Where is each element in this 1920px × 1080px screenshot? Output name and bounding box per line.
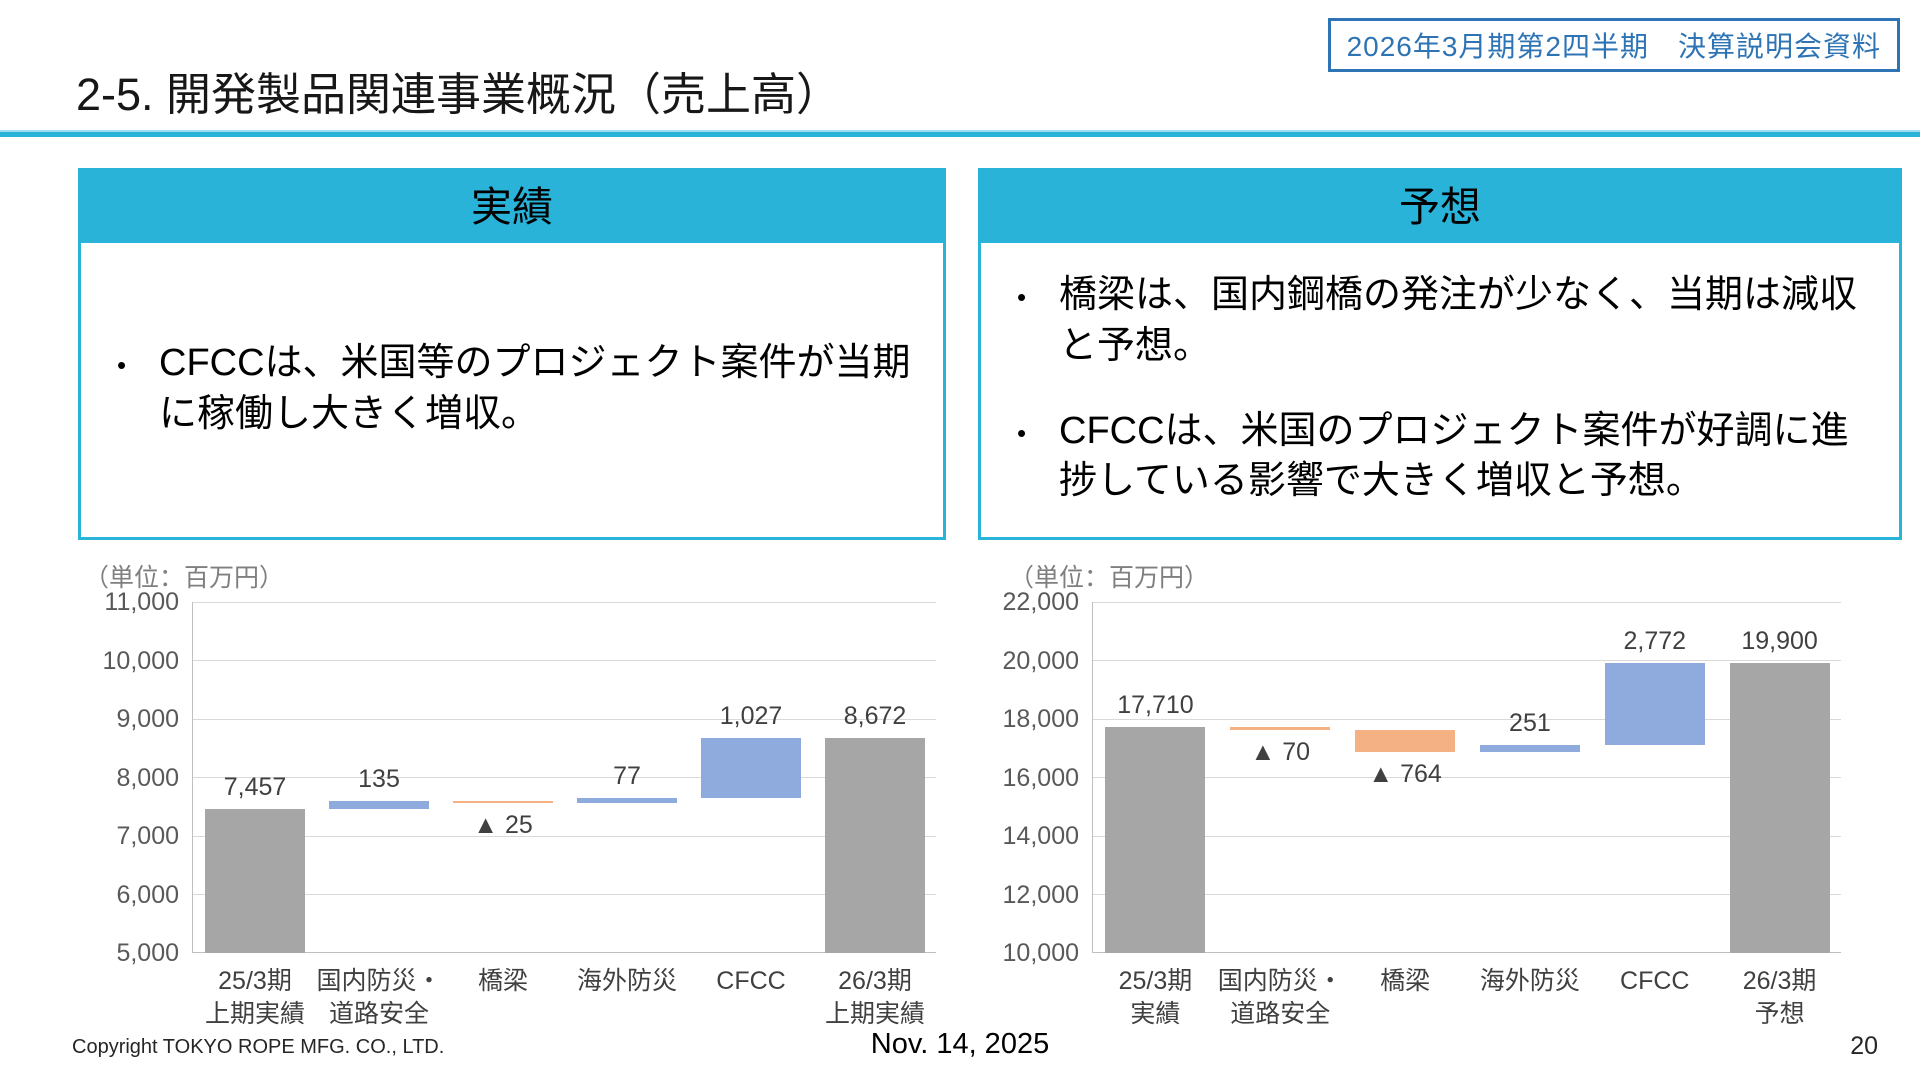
- bar-value-label: 2,772: [1623, 627, 1687, 656]
- bullet-text: 橋梁は、国内鋼橋の発注が少なく、当期は減収と予想。: [1059, 273, 1858, 367]
- ytick-label: 16,000: [1002, 763, 1079, 792]
- title-underline: [0, 130, 1920, 137]
- ytick-label: 14,000: [1002, 822, 1079, 850]
- forecast-chart-unit-label: （単位：百万円）: [1009, 564, 1210, 592]
- bullet-dot: •: [1017, 417, 1027, 448]
- forecast-box: 予想 • 橋梁は、国内鋼橋の発注が少なく、当期は減収と予想。 • CFCCは、米国のプ…: [978, 168, 1902, 540]
- footer-page-number: 20: [1850, 1032, 1878, 1060]
- ytick-label: 9,000: [116, 705, 179, 733]
- waterfall-bar: [1355, 729, 1455, 752]
- results-box-body: • CFCCは、米国等のプロジェクト案件が当期に稼働し大きく増収。: [81, 246, 943, 537]
- bullet-text: CFCCは、米国等のプロジェクト案件が当期に稼働し大きく増収。: [159, 341, 911, 435]
- gridline: [1093, 894, 1841, 895]
- bar-value-label: 251: [1509, 708, 1551, 737]
- footer-date: Nov. 14, 2025: [870, 1028, 1050, 1060]
- category-label: 国内防災・ 道路安全: [1217, 967, 1343, 1028]
- ytick-label: 18,000: [1002, 705, 1079, 733]
- category-label: 海外防災: [576, 967, 677, 995]
- category-label: 26/3期 予想: [1742, 967, 1817, 1028]
- forecast-chart-plot: 10,000 12,000 14,000 16,000 18,000 20,000 22,0…: [1003, 588, 1841, 1028]
- waterfall-bar: [329, 801, 429, 810]
- waterfall-bar: [825, 738, 925, 953]
- category-label: 国内防災・ 道路安全: [316, 967, 442, 1028]
- category-label: 26/3期 上期実績: [824, 967, 925, 1028]
- bullet-item: • CFCCは、米国のプロジェクト案件が好調に進捗している影響で大きく増収と予想。: [1017, 406, 1871, 508]
- bullet-item: • CFCCは、米国等のプロジェクト案件が当期に稼働し大きく増収。: [117, 338, 915, 440]
- bullet-dot: •: [1017, 281, 1027, 312]
- ytick-label: 11,000: [104, 588, 179, 616]
- gridline: [193, 718, 936, 720]
- results-box: 実績 • CFCCは、米国等のプロジェクト案件が当期に稼働し大きく増収。: [78, 168, 946, 540]
- gridline: [1093, 718, 1841, 720]
- category-label: 橋梁: [477, 967, 528, 995]
- results-chart-plot: 5,000 6,000 7,000 8,000 9,000 10,000 11,000 7,4…: [103, 588, 936, 1028]
- ytick-label: 6,000: [116, 880, 179, 909]
- bar-value-label: ▲ 25: [473, 810, 533, 839]
- forecast-waterfall-chart: （単位：百万円） 10,000 12,000 14,000 16,000 18,000 2…: [995, 552, 1875, 1042]
- waterfall-bar: [453, 801, 553, 804]
- results-chart-unit-label: （単位：百万円）: [84, 564, 285, 592]
- waterfall-bar: [701, 738, 801, 799]
- waterfall-bar: [577, 798, 677, 803]
- bar-value-label: 17,710: [1117, 691, 1194, 720]
- category-label: 25/3期 上期実績: [204, 967, 305, 1028]
- gridline: [1093, 601, 1841, 603]
- bar-value-label: 8,672: [843, 702, 907, 731]
- category-label: 橋梁: [1380, 967, 1431, 995]
- results-waterfall-chart: （単位：百万円） 5,000 6,000 7,000 8,000 9,000 10,000…: [70, 552, 950, 1042]
- bar-value-label: 135: [358, 765, 400, 794]
- waterfall-bar: [1729, 663, 1830, 953]
- page-title: 2-5. 開発製品関連事業概況（売上高）: [76, 69, 842, 120]
- bullet-dot: •: [117, 349, 127, 380]
- waterfall-bar: [205, 809, 305, 953]
- waterfall-bar: [1105, 727, 1206, 953]
- bar-value-label: 77: [613, 762, 641, 791]
- ytick-label: 8,000: [116, 763, 179, 792]
- category-label: 海外防災: [1479, 967, 1580, 995]
- ytick-label: 12,000: [1002, 880, 1079, 909]
- gridline: [193, 660, 936, 661]
- gridline: [193, 835, 936, 837]
- category-label: CFCC: [1620, 967, 1690, 995]
- forecast-box-header: 予想: [981, 171, 1899, 243]
- gridline: [1093, 660, 1841, 661]
- bullet-text: CFCCは、米国のプロジェクト案件が好調に進捗している影響で大きく増収と予想。: [1059, 409, 1849, 503]
- forecast-box-body: • 橋梁は、国内鋼橋の発注が少なく、当期は減収と予想。 • CFCCは、米国のプロジェ…: [981, 246, 1899, 537]
- footer-copyright: Copyright TOKYO ROPE MFG. CO., LTD.: [72, 1036, 445, 1058]
- category-label: 25/3期 実績: [1118, 967, 1193, 1028]
- ytick-label: 7,000: [116, 822, 179, 850]
- bullet-item: • 橋梁は、国内鋼橋の発注が少なく、当期は減収と予想。: [1017, 270, 1871, 372]
- gridline: [1093, 777, 1841, 778]
- ytick-label: 5,000: [116, 939, 179, 967]
- waterfall-bar: [1604, 663, 1705, 745]
- waterfall-bar: [1230, 727, 1331, 730]
- bar-value-label: 7,457: [223, 773, 287, 802]
- ytick-label: 20,000: [1002, 646, 1079, 675]
- bar-value-label: 1,027: [719, 702, 783, 731]
- gridline: [193, 777, 936, 778]
- gridline: [193, 894, 936, 895]
- gridline: [193, 601, 936, 603]
- gridline: [1093, 835, 1841, 837]
- ytick-label: 10,000: [1002, 939, 1079, 967]
- report-badge: 2026年3月期第2四半期 決算説明会資料: [1327, 18, 1900, 72]
- category-label: CFCC: [716, 967, 786, 995]
- bar-value-label: ▲ 70: [1250, 737, 1311, 766]
- bar-value-label: 19,900: [1741, 627, 1818, 656]
- ytick-label: 10,000: [102, 646, 179, 675]
- results-box-header: 実績: [81, 171, 943, 243]
- waterfall-bar: [1479, 744, 1580, 752]
- ytick-label: 22,000: [1002, 588, 1079, 616]
- bar-value-label: ▲ 764: [1368, 759, 1442, 788]
